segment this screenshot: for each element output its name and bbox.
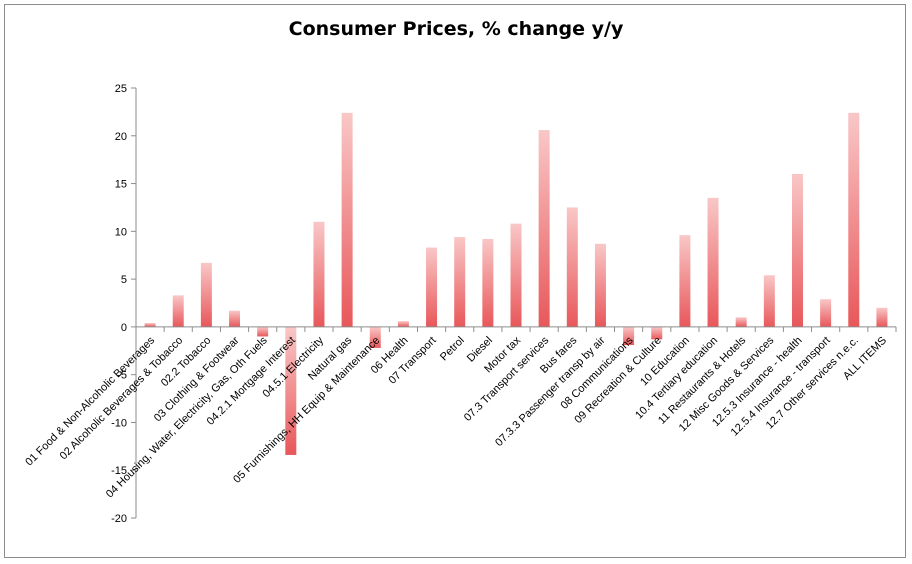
y-tick-label: 25	[115, 83, 127, 95]
x-axis	[135, 326, 897, 332]
y-tick-label: -20	[111, 513, 127, 525]
bar	[426, 247, 438, 327]
bar	[313, 221, 325, 327]
y-tick-label: 15	[115, 179, 127, 191]
bar	[763, 275, 775, 327]
bar	[679, 235, 691, 327]
y-tick-label: -10	[111, 417, 127, 429]
y-tick-label: -5	[117, 370, 127, 382]
y-tick-label: 20	[115, 131, 127, 143]
bar	[707, 197, 719, 327]
bar	[257, 326, 269, 337]
y-tick-label: 0	[121, 322, 127, 334]
bar	[876, 307, 888, 327]
x-tick-label: Petrol	[438, 335, 467, 364]
bar	[172, 295, 184, 327]
bar	[791, 174, 803, 327]
bar	[623, 326, 635, 346]
bar	[341, 112, 353, 327]
y-axis: 25 20 15 10 5 0 -5 -10 -15 -20	[111, 83, 137, 525]
bars	[144, 112, 888, 455]
y-tick-label: 5	[121, 274, 127, 286]
bar	[285, 326, 297, 455]
chart-title: Consumer Prices, % change y/y	[288, 18, 624, 40]
bar	[200, 262, 212, 327]
bar	[848, 112, 860, 327]
bar	[229, 310, 241, 327]
bar	[397, 321, 409, 327]
bar	[369, 326, 381, 348]
bar	[566, 207, 578, 327]
bar	[510, 223, 522, 327]
bar	[594, 243, 606, 327]
bar	[482, 238, 494, 327]
bar	[454, 237, 466, 327]
bar	[735, 317, 747, 327]
bar	[820, 299, 832, 327]
y-tick-label: 10	[115, 226, 127, 238]
x-tick-label: 01 Food & Non-Alcoholic Beverages	[23, 334, 157, 468]
bar	[651, 326, 663, 340]
bar	[538, 130, 550, 327]
y-tick-label: -15	[111, 465, 127, 477]
bar	[144, 323, 156, 327]
